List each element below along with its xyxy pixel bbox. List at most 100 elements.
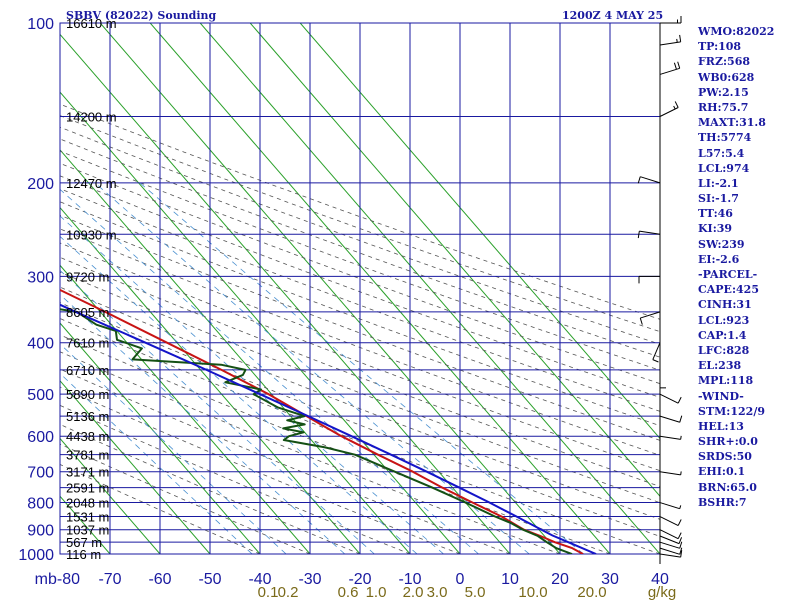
height-label: 3781 m	[66, 448, 109, 463]
mixing-ratio-label: 0.2	[278, 584, 299, 600]
sounding-index-item: L57:5.4	[698, 146, 745, 160]
parcel-trace	[60, 303, 597, 554]
sounding-index-item: SW:239	[698, 237, 745, 251]
height-label: 2591 m	[66, 481, 109, 496]
isotherm-line	[149, 23, 611, 554]
wind-barb	[652, 342, 661, 363]
sounding-index-item: CINH:31	[698, 298, 752, 312]
height-label: 116 m	[66, 547, 101, 562]
wind-barb	[659, 415, 683, 423]
wind-barb	[637, 230, 661, 239]
sounding-index-item: BRN:65.0	[698, 480, 757, 494]
sounding-index-item: EHI:0.1	[698, 465, 746, 479]
pressure-tick-label: 500	[27, 387, 54, 404]
wind-barb	[659, 101, 679, 117]
chart-title: SBBV (82022) Sounding	[66, 9, 217, 22]
temperature-tick-label: 10	[501, 571, 519, 588]
temperature-tick-label: -20	[348, 571, 371, 588]
height-label: 9720 m	[66, 269, 109, 284]
wind-barb	[659, 61, 681, 75]
wind-barbs	[637, 16, 683, 564]
isotherm-line	[199, 23, 660, 554]
sounding-index-item: TH:5774	[698, 131, 752, 145]
pressure-tick-label: 300	[27, 269, 54, 286]
isotherm-line	[60, 380, 211, 554]
isotherm-line	[0, 23, 10, 554]
temperature-tick-label: 20	[551, 571, 569, 588]
pressure-axis-labels: 100 200 300 400 500 600 700 800 900 1000	[18, 16, 54, 564]
mixing-ratio-labels: 0.1 0.2 0.6 1.0 2.0 3.0 5.0 10.0 20.0 g/kg	[258, 584, 677, 600]
temperature-tick-label: mb-80	[35, 571, 80, 588]
temperature-tick-label: 40	[651, 571, 669, 588]
wind-barb	[659, 369, 666, 389]
height-label: 10930 m	[66, 227, 117, 242]
observation-time: 1200Z 4 MAY 25	[562, 9, 664, 22]
mixing-ratio-label: 20.0	[577, 584, 606, 600]
temperature-tick-label: -70	[98, 571, 121, 588]
height-label: 5890 m	[66, 387, 109, 402]
wind-barb	[659, 547, 683, 555]
isotherm-line	[299, 23, 660, 440]
mixing-ratio-line	[60, 343, 287, 554]
height-label: 6710 m	[66, 363, 109, 378]
mixing-ratio-label: 10.0	[518, 584, 547, 600]
sounding-index-item: FRZ:568	[698, 55, 751, 69]
wind-barb	[638, 275, 660, 284]
temperature-tick-label: 30	[601, 571, 619, 588]
isotherm-line	[60, 149, 411, 554]
dry-adiabat-line	[60, 404, 411, 554]
dewpoint-trace	[60, 308, 573, 554]
temperature-tick-label: -50	[198, 571, 221, 588]
isotherm-line	[60, 437, 161, 554]
mixing-ratio-label: 1.0	[366, 584, 387, 600]
pressure-tick-label: 100	[27, 16, 54, 33]
height-labels: 16610 m 14200 m 12470 m 10930 m 9720 m 8605 m…	[66, 16, 117, 562]
wind-barb	[659, 393, 682, 404]
wind-barb	[659, 471, 682, 476]
wind-barb	[639, 311, 661, 325]
sounding-index-item: CAP:1.4	[698, 328, 747, 342]
height-label: 12470 m	[66, 176, 117, 191]
pressure-tick-label: 900	[27, 523, 54, 540]
temperature-tick-label: -40	[248, 571, 271, 588]
wind-barb	[659, 502, 682, 510]
mixing-ratio-label: 0.1	[258, 584, 279, 600]
height-label: 1531 m	[66, 510, 109, 525]
sounding-index-item: SI:-1.7	[698, 192, 739, 206]
mixing-ratio-line	[60, 235, 418, 554]
sounding-index-item: HEL:13	[698, 419, 744, 433]
height-label: 3171 m	[66, 465, 109, 480]
temperature-tick-label: 0	[456, 571, 465, 588]
temperature-tick-label: -60	[148, 571, 171, 588]
sounding-index-item: SRDS:50	[698, 450, 752, 464]
isotherm-line	[60, 322, 261, 554]
sounding-index-item: MPL:118	[698, 374, 754, 388]
height-label: 16610 m	[66, 16, 117, 31]
sounding-index-item: LCL:974	[698, 161, 750, 175]
isotherm-line	[249, 23, 660, 498]
height-label: 8605 m	[66, 305, 109, 320]
height-label: 1037 m	[66, 523, 109, 538]
isotherm-line	[99, 23, 561, 554]
sounding-index-item: BSHR:7	[698, 495, 747, 509]
mixing-ratio-label: 5.0	[465, 584, 486, 600]
height-label: 567 m	[66, 535, 102, 550]
mixing-ratio-line	[60, 293, 346, 554]
isotherm-line	[60, 91, 461, 554]
mixing-ratio-line	[60, 372, 253, 554]
wind-barb	[659, 535, 683, 545]
sounding-index-item: MAXT:31.8	[698, 116, 766, 130]
temperature-tick-label: -30	[298, 571, 321, 588]
wind-barb	[659, 541, 683, 549]
pressure-tick-label: 800	[27, 496, 54, 513]
sounding-index-item: -WIND-	[698, 389, 744, 403]
mixing-ratio-line	[139, 182, 584, 554]
sounding-index-item: TT:46	[698, 207, 733, 221]
sounding-index-item: SHR+:0.0	[698, 435, 758, 449]
sounding-index-item: -PARCEL-	[698, 268, 758, 281]
temperature-axis-labels: mb-80 -70 -60 -50 -40 -30 -20 -10 0 10 20 30 40	[35, 571, 669, 588]
sounding-index-item: LCL:923	[698, 313, 750, 327]
height-label: 4438 m	[66, 429, 109, 444]
sounding-index-item: PW:2.15	[698, 85, 749, 99]
